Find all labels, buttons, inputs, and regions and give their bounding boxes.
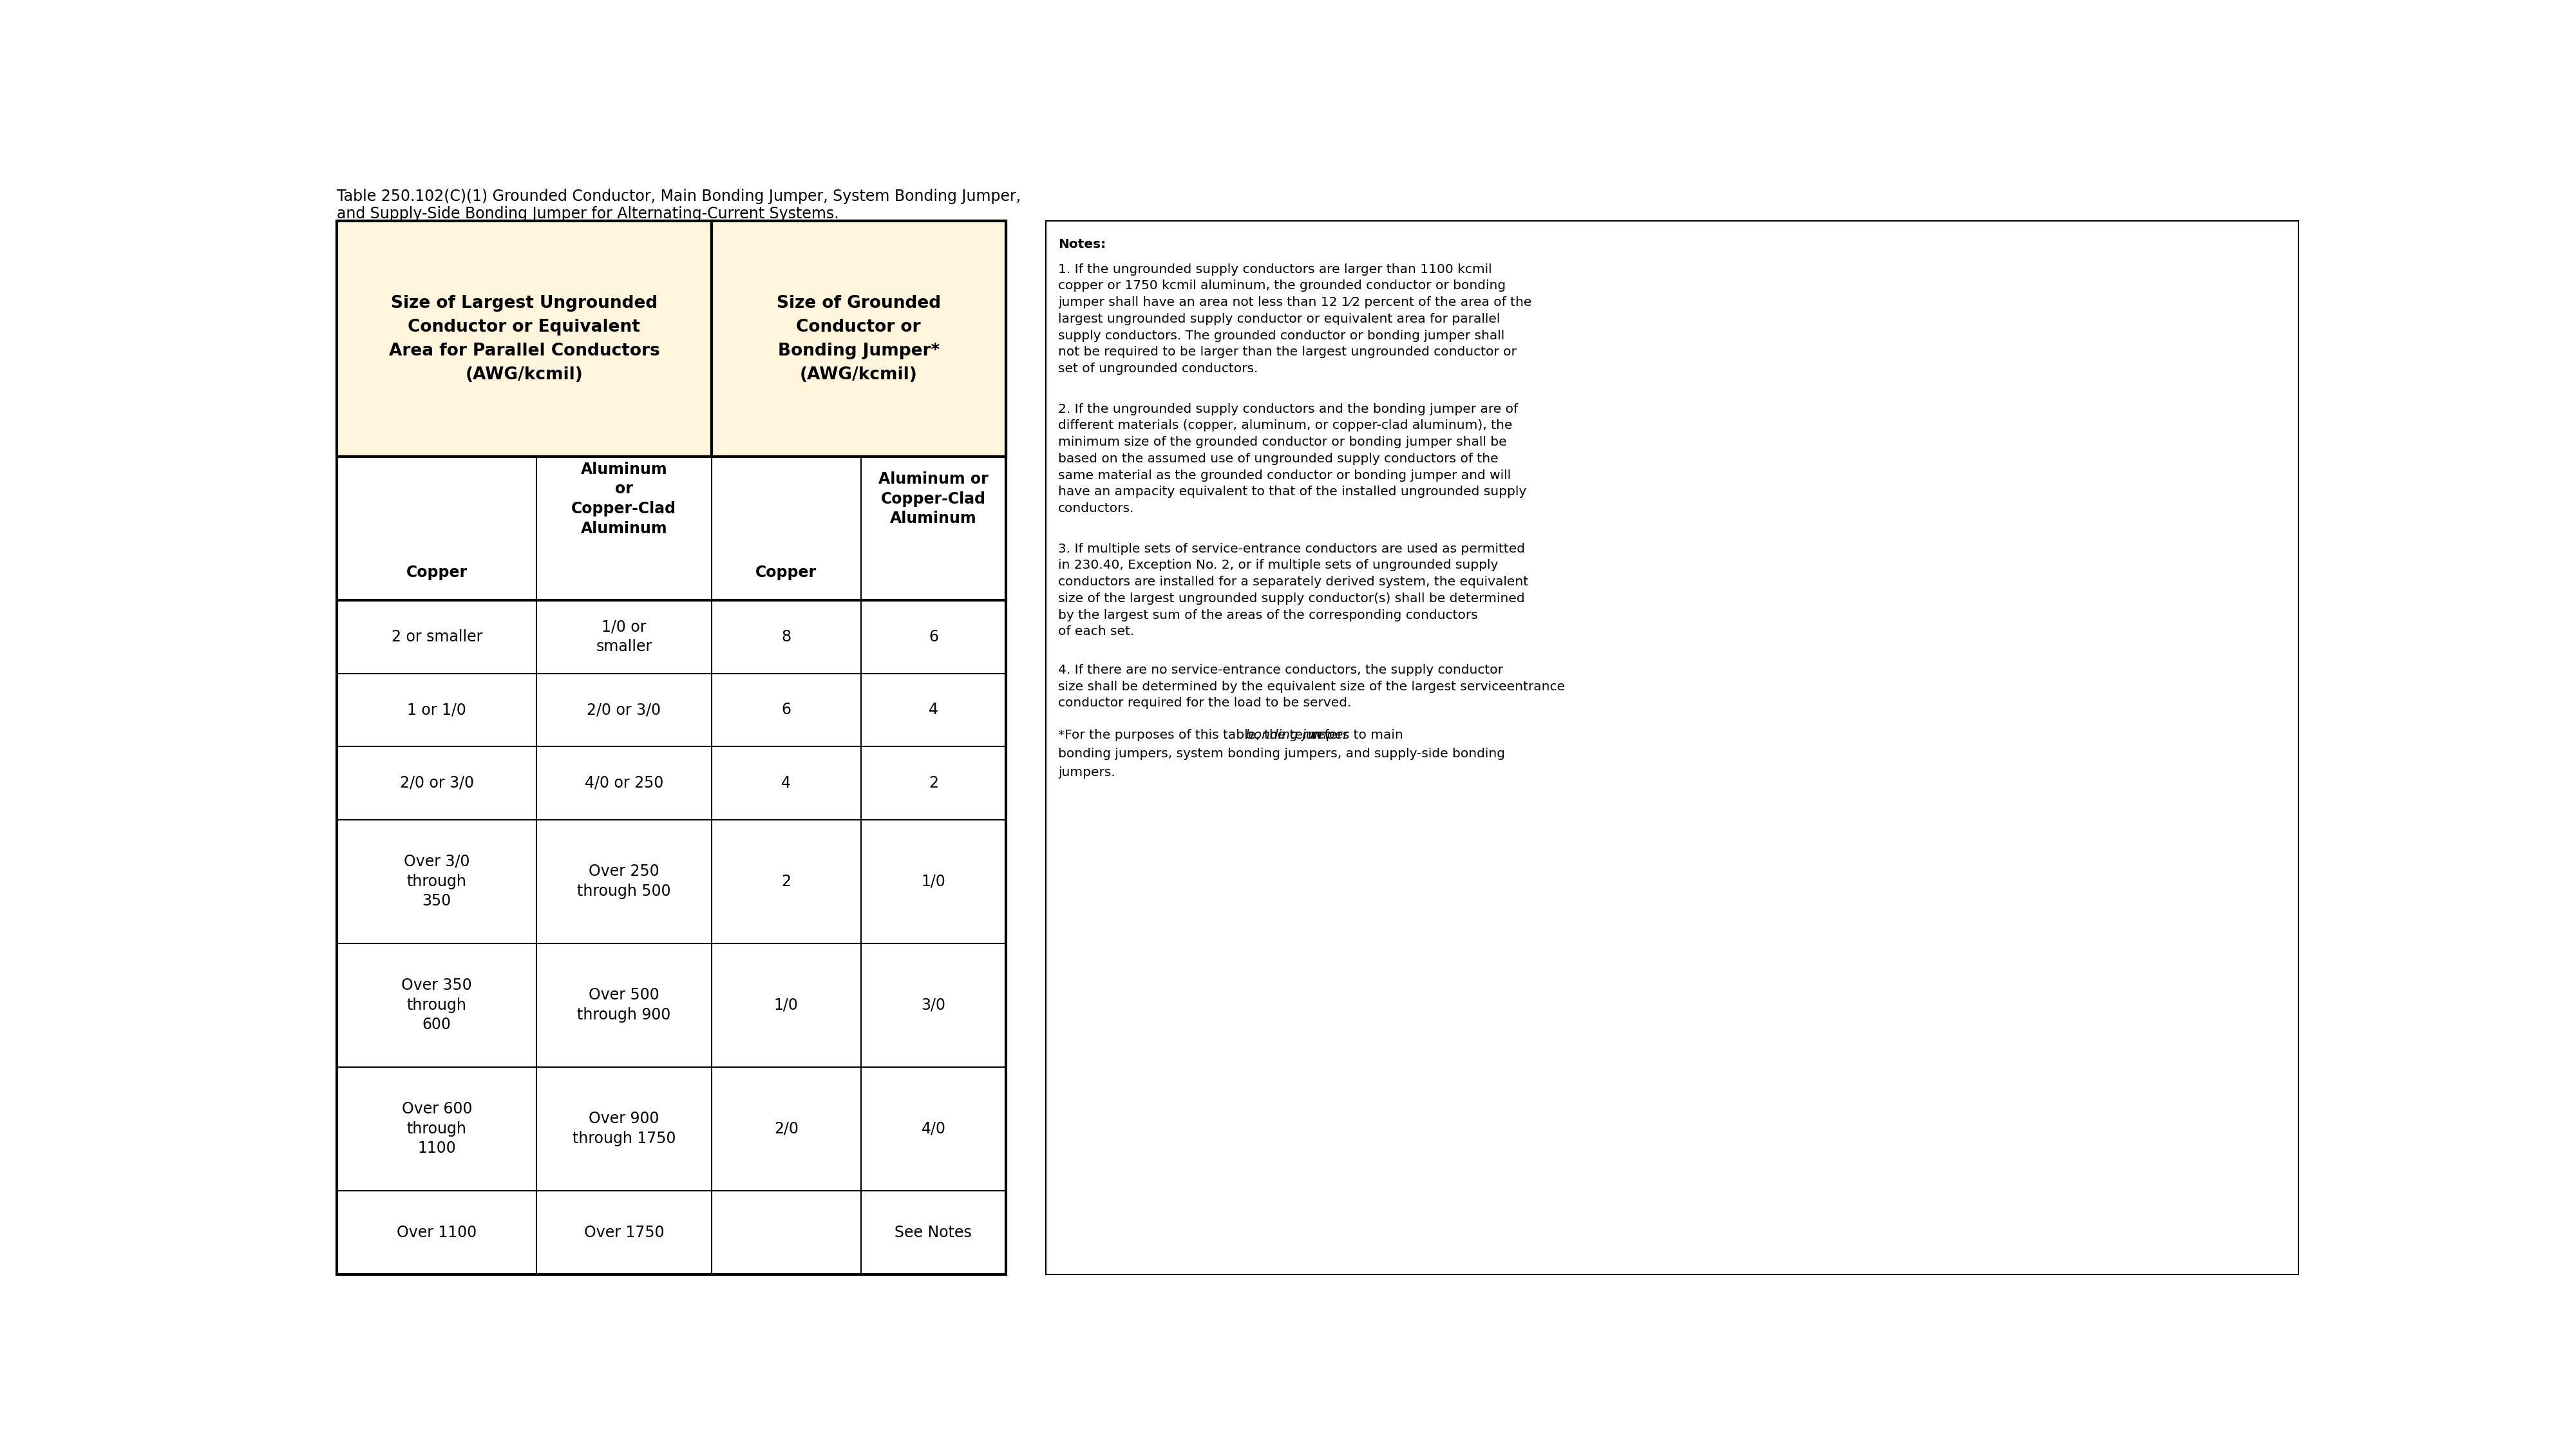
Text: Size of Grounded
Conductor or
Bonding Jumper*
(AWG/kcmil): Size of Grounded Conductor or Bonding Ju… <box>775 294 940 383</box>
Text: jumpers.: jumpers. <box>1059 767 1115 778</box>
Text: 4. If there are no service-entrance conductors, the supply conductor
size shall : 4. If there are no service-entrance cond… <box>1059 664 1566 709</box>
Text: Aluminum or
Copper-Clad
Aluminum: Aluminum or Copper-Clad Aluminum <box>878 471 989 526</box>
Text: Copper: Copper <box>407 565 466 581</box>
Text: 2. If the ungrounded supply conductors and the bonding jumper are of
different m: 2. If the ungrounded supply conductors a… <box>1059 403 1528 514</box>
Text: Table 250.102(C)(1) Grounded Conductor, Main Bonding Jumper, System Bonding Jump: Table 250.102(C)(1) Grounded Conductor, … <box>337 188 1020 204</box>
Text: 2: 2 <box>781 874 791 890</box>
Text: 6: 6 <box>927 629 938 645</box>
Text: bonding jumper: bonding jumper <box>1244 729 1347 740</box>
Text: refers to main: refers to main <box>1309 729 1404 740</box>
Bar <box>337 222 711 456</box>
Text: 1. If the ungrounded supply conductors are larger than 1100 kcmil
copper or 1750: 1. If the ungrounded supply conductors a… <box>1059 264 1533 375</box>
Text: and Supply-Side Bonding Jumper for Alternating-Current Systems.: and Supply-Side Bonding Jumper for Alter… <box>337 206 840 222</box>
Bar <box>1046 222 2298 1275</box>
Text: 3. If multiple sets of service-entrance conductors are used as permitted
in 230.: 3. If multiple sets of service-entrance … <box>1059 543 1528 638</box>
Text: Copper: Copper <box>755 565 817 581</box>
Text: Over 500
through 900: Over 500 through 900 <box>577 987 670 1023</box>
Text: Notes:: Notes: <box>1059 238 1105 251</box>
Text: Size of Largest Ungrounded
Conductor or Equivalent
Area for Parallel Conductors
: Size of Largest Ungrounded Conductor or … <box>389 294 659 383</box>
Text: 2/0: 2/0 <box>773 1122 799 1136</box>
Text: 1/0: 1/0 <box>922 874 945 890</box>
Text: Over 250
through 500: Over 250 through 500 <box>577 864 670 898</box>
Text: Over 350
through
600: Over 350 through 600 <box>402 978 471 1033</box>
Text: 3/0: 3/0 <box>922 997 945 1013</box>
Text: 2: 2 <box>927 775 938 791</box>
Bar <box>711 222 1005 456</box>
Text: 2 or smaller: 2 or smaller <box>392 629 482 645</box>
Text: See Notes: See Notes <box>894 1224 971 1240</box>
Bar <box>337 222 1005 1275</box>
Text: 4/0 or 250: 4/0 or 250 <box>585 775 665 791</box>
Text: *For the purposes of this table, the term: *For the purposes of this table, the ter… <box>1059 729 1324 740</box>
Text: 1/0: 1/0 <box>773 997 799 1013</box>
Text: bonding jumpers, system bonding jumpers, and supply-side bonding: bonding jumpers, system bonding jumpers,… <box>1059 748 1504 759</box>
Text: 2/0 or 3/0: 2/0 or 3/0 <box>399 775 474 791</box>
Text: Over 3/0
through
350: Over 3/0 through 350 <box>404 853 469 909</box>
Text: 1/0 or
smaller: 1/0 or smaller <box>595 619 652 655</box>
Text: 2/0 or 3/0: 2/0 or 3/0 <box>587 703 662 717</box>
Text: 4: 4 <box>927 703 938 717</box>
Text: 4/0: 4/0 <box>922 1122 945 1136</box>
Text: Over 1750: Over 1750 <box>585 1224 665 1240</box>
Text: 6: 6 <box>781 703 791 717</box>
Text: 8: 8 <box>781 629 791 645</box>
Text: 4: 4 <box>781 775 791 791</box>
Text: 1 or 1/0: 1 or 1/0 <box>407 703 466 717</box>
Text: Aluminum
or
Copper-Clad
Aluminum: Aluminum or Copper-Clad Aluminum <box>572 461 677 536</box>
Text: Over 900
through 1750: Over 900 through 1750 <box>572 1111 675 1146</box>
Text: Over 1100: Over 1100 <box>397 1224 477 1240</box>
Text: Over 600
through
1100: Over 600 through 1100 <box>402 1101 471 1156</box>
